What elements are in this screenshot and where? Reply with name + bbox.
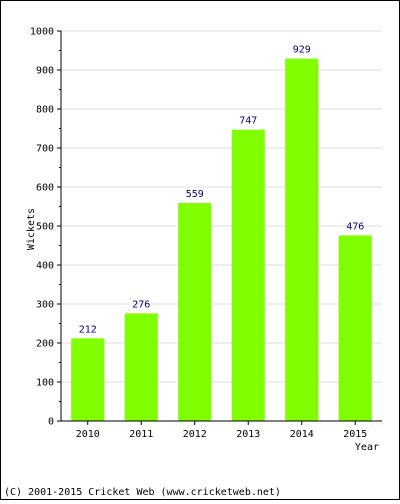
x-tick-label: 2011 bbox=[129, 429, 153, 440]
y-tick-label: 1000 bbox=[30, 27, 54, 38]
bar-2014 bbox=[285, 58, 319, 421]
x-tick-label: 2013 bbox=[236, 429, 260, 440]
y-tick-label: 400 bbox=[36, 261, 54, 272]
bar-2015 bbox=[338, 235, 372, 421]
bar-2010 bbox=[71, 338, 105, 421]
y-tick-label: 700 bbox=[36, 144, 54, 155]
value-label: 559 bbox=[186, 189, 204, 200]
y-tick-label: 200 bbox=[36, 339, 54, 350]
x-axis-title: Year bbox=[355, 442, 379, 453]
x-ticks: 2010 2011 2012 2013 2014 2015 bbox=[76, 421, 367, 440]
y-axis-title: Wickets bbox=[26, 208, 37, 250]
grid-lines bbox=[61, 30, 382, 383]
y-tick-label: 600 bbox=[36, 183, 54, 194]
bar-2011 bbox=[124, 313, 158, 421]
value-label: 747 bbox=[239, 116, 257, 127]
copyright-text: (C) 2001-2015 Cricket Web (www.cricketwe… bbox=[4, 487, 281, 498]
y-tick-label: 100 bbox=[36, 378, 54, 389]
value-label: 276 bbox=[132, 299, 150, 310]
y-tick-label: 500 bbox=[36, 222, 54, 233]
y-tick-label: 0 bbox=[48, 417, 54, 428]
x-tick-label: 2010 bbox=[76, 429, 100, 440]
value-label: 212 bbox=[79, 324, 97, 335]
value-labels: 212 276 559 747 929 476 bbox=[79, 45, 365, 336]
x-tick-label: 2012 bbox=[183, 429, 207, 440]
y-ticks: 0 100 200 300 400 500 600 700 800 900 1000 bbox=[30, 27, 61, 428]
x-tick-label: 2015 bbox=[343, 429, 367, 440]
y-tick-label: 900 bbox=[36, 66, 54, 77]
value-label: 476 bbox=[346, 221, 364, 232]
bars bbox=[71, 58, 372, 422]
x-tick-label: 2014 bbox=[290, 429, 314, 440]
y-tick-label: 300 bbox=[36, 300, 54, 311]
bar-2013 bbox=[231, 129, 265, 422]
bar-2012 bbox=[178, 202, 212, 421]
y-tick-label: 800 bbox=[36, 105, 54, 116]
value-label: 929 bbox=[293, 45, 311, 56]
